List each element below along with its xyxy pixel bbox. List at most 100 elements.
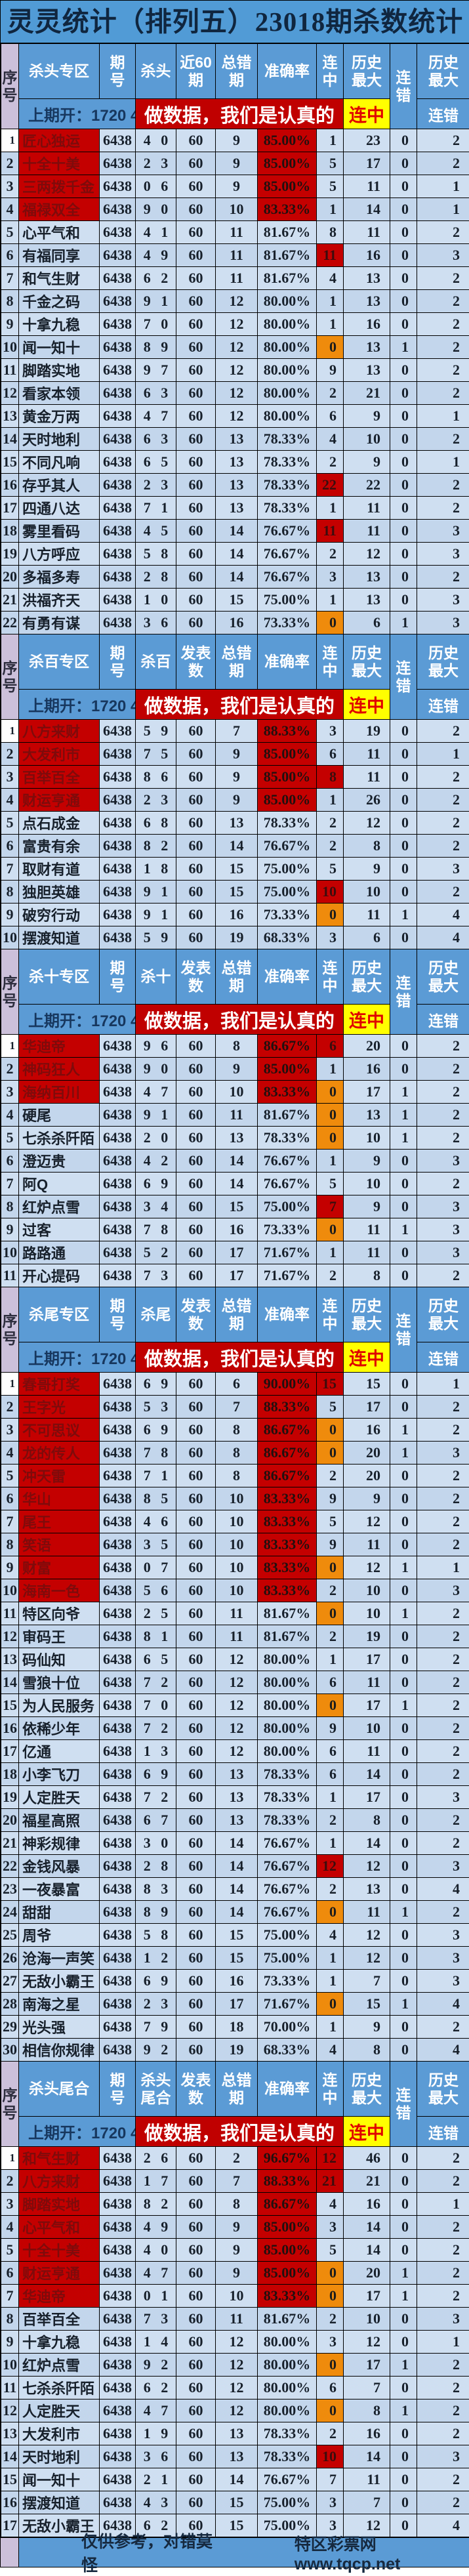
row-hist-max-hit: 17 <box>344 1786 390 1809</box>
row-seq: 6 <box>1 1487 19 1510</box>
row-kill-numbers: 6 9 <box>136 1419 176 1442</box>
row-accuracy: 83.33% <box>258 1081 317 1104</box>
row-streak-miss: 0 <box>390 2331 417 2354</box>
seq-header: 序号 <box>1 1287 19 1373</box>
row-total-wrong: 13 <box>216 497 258 520</box>
row-streak-miss: 0 <box>390 2468 417 2491</box>
row-hist-max-hit: 10 <box>344 1579 390 1602</box>
row-seq: 10 <box>1 2354 19 2377</box>
row-name: 硬尾 <box>19 1104 100 1127</box>
row-seq: 7 <box>1 267 19 290</box>
row-name: 红炉点雪 <box>19 1195 100 1218</box>
row-name: 十拿九稳 <box>19 313 100 336</box>
row-streak-miss: 0 <box>390 405 417 428</box>
streak-miss-header: 连错 <box>390 2062 417 2147</box>
row-hist-max-miss: 3 <box>417 858 469 881</box>
row-streak-miss: 0 <box>390 451 417 474</box>
row-hist-max-miss: 1 <box>417 1373 469 1396</box>
row-name: 王字光 <box>19 1396 100 1419</box>
row-name: 海南一色 <box>19 1579 100 1602</box>
row-name: 和气生财 <box>19 267 100 290</box>
row-hist-max-miss: 2 <box>417 1740 469 1763</box>
row-streak-hit: 1 <box>317 1241 344 1264</box>
row-period: 6438 <box>100 2216 136 2239</box>
row-seq: 8 <box>1 290 19 313</box>
row-seq: 2 <box>1 152 19 175</box>
row-period: 6438 <box>100 382 136 405</box>
row-period: 6438 <box>100 1195 136 1218</box>
row-total-wrong: 10 <box>216 2285 258 2308</box>
row-period: 6438 <box>100 858 136 881</box>
section-header-row: 序号杀头尾合期号杀头尾合发表数总错期准确率连中历史最大连错历史最大 <box>1 2062 469 2117</box>
row-period: 6438 <box>100 2422 136 2445</box>
row-hist-max-hit: 12 <box>344 1947 390 1970</box>
row-streak-miss: 0 <box>390 1264 417 1287</box>
row-total-wrong: 10 <box>216 198 258 221</box>
row-kill-numbers: 3 0 <box>136 1832 176 1855</box>
slogan-banner: 做数据，我们是认真的 <box>136 99 344 129</box>
row-accuracy: 76.67% <box>258 1832 317 1855</box>
row-publish-count: 60 <box>176 1150 216 1173</box>
row-hist-max-hit: 11 <box>344 2468 390 2491</box>
row-accuracy: 78.33% <box>258 451 317 474</box>
row-hist-max-hit: 21 <box>344 2170 390 2193</box>
row-publish-count: 60 <box>176 1993 216 2016</box>
row-accuracy: 76.67% <box>258 1150 317 1173</box>
streak-hit-header: 连中 <box>317 949 344 1005</box>
row-accuracy: 85.00% <box>258 2239 317 2262</box>
row-total-wrong: 14 <box>216 543 258 566</box>
row-name: 百举百全 <box>19 766 100 789</box>
row-accuracy: 80.00% <box>258 313 317 336</box>
row-seq: 21 <box>1 589 19 612</box>
zone-title: 杀百专区 <box>19 634 100 690</box>
row-total-wrong: 12 <box>216 290 258 313</box>
row-publish-count: 60 <box>176 1035 216 1058</box>
row-streak-miss: 0 <box>390 1579 417 1602</box>
row-streak-hit: 2 <box>317 1465 344 1487</box>
row-kill-numbers: 2 1 <box>136 2468 176 2491</box>
row-total-wrong: 15 <box>216 2514 258 2537</box>
row-seq: 1 <box>1 2147 19 2170</box>
row-publish-count: 60 <box>176 290 216 313</box>
row-seq: 13 <box>1 1648 19 1671</box>
row-seq: 9 <box>1 2331 19 2354</box>
row-total-wrong: 9 <box>216 743 258 766</box>
row-streak-miss: 0 <box>390 221 417 244</box>
row-publish-count: 60 <box>176 2354 216 2377</box>
row-period: 6438 <box>100 2308 136 2331</box>
row-accuracy: 88.33% <box>258 720 317 743</box>
row-name: 心平气和 <box>19 221 100 244</box>
row-hist-max-miss: 2 <box>417 1648 469 1671</box>
row-hist-max-hit: 11 <box>344 1740 390 1763</box>
row-streak-hit: 1 <box>317 1786 344 1809</box>
hist-max-hit-header: 历史最大 <box>344 634 390 690</box>
row-kill-numbers: 2 0 <box>136 1127 176 1150</box>
row-name: 匠心独运 <box>19 129 100 152</box>
row-publish-count: 60 <box>176 175 216 198</box>
row-seq: 17 <box>1 2514 19 2537</box>
row-accuracy: 81.67% <box>258 1602 317 1625</box>
row-hist-max-miss: 2 <box>417 428 469 451</box>
row-accuracy: 73.33% <box>258 1970 317 1993</box>
row-publish-count: 60 <box>176 1396 216 1419</box>
row-streak-miss: 1 <box>390 1901 417 1924</box>
footer-site-link[interactable]: 特区彩票网www.tqcp.net <box>295 2531 469 2574</box>
row-hist-max-miss: 2 <box>417 1625 469 1648</box>
row-period: 6438 <box>100 1602 136 1625</box>
row-hist-max-hit: 23 <box>344 129 390 152</box>
row-publish-count: 60 <box>176 129 216 152</box>
sub-hit-label: 连中 <box>344 1342 390 1373</box>
row-period: 6438 <box>100 1832 136 1855</box>
row-name: 特区向爷 <box>19 1602 100 1625</box>
